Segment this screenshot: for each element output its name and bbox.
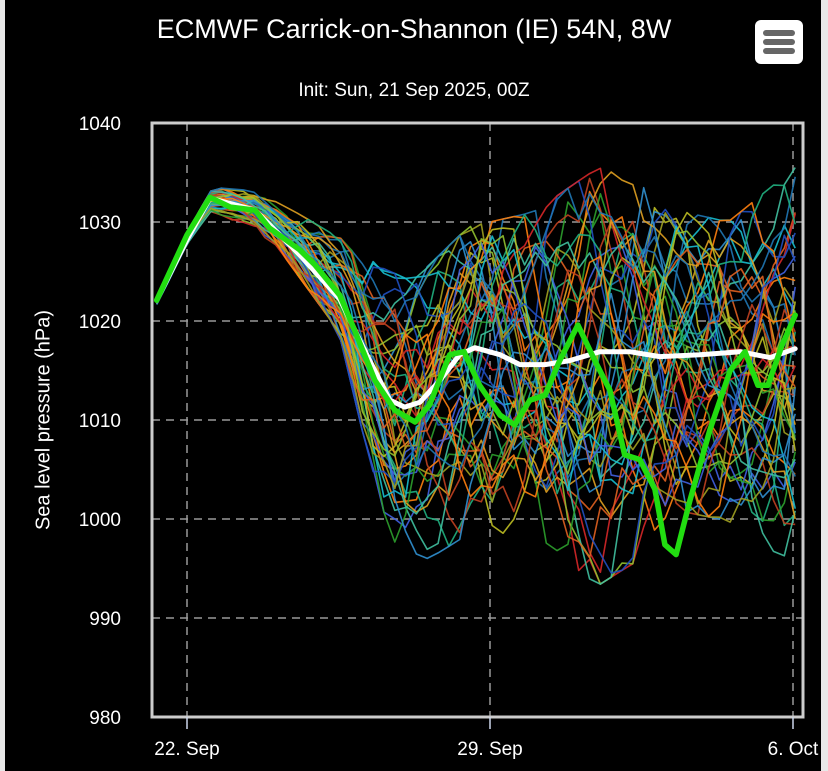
main-series <box>153 194 798 558</box>
x-tick-label: 6. Oct <box>768 739 819 760</box>
chart-title: ECMWF Carrick-on-Shannon (IE) 54N, 8W <box>156 14 672 44</box>
x-tick-label: 29. Sep <box>457 739 523 760</box>
ensemble-member-line <box>155 200 796 520</box>
x-axis-ticks: 22. Sep 29. Sep 6. Oct <box>154 717 819 760</box>
hamburger-menu-icon <box>763 39 795 45</box>
chart-subtitle: Init: Sun, 21 Sep 2025, 00Z <box>298 80 530 101</box>
y-tick-label: 1000 <box>79 510 121 531</box>
y-tick-label: 990 <box>89 609 121 630</box>
ensemble-member-line <box>155 190 796 548</box>
hamburger-menu-icon <box>763 30 795 36</box>
ensemble-member-line <box>155 190 796 515</box>
control-run-line <box>153 194 798 558</box>
plot-border <box>150 121 805 719</box>
y-tick-label: 1010 <box>79 411 121 432</box>
ensemble-member-line <box>155 198 796 506</box>
hamburger-menu-icon <box>763 48 795 54</box>
ensemble-member-line <box>155 171 796 446</box>
ensemble-member-line <box>155 193 796 475</box>
menu-button[interactable] <box>755 20 803 64</box>
y-tick-label: 1030 <box>79 213 121 234</box>
ensemble-member-line <box>155 204 796 421</box>
ensemble-member-line <box>155 187 796 477</box>
y-tick-label: 980 <box>89 708 121 729</box>
x-tick-label: 22. Sep <box>154 739 220 760</box>
y-tick-label: 1020 <box>79 312 121 333</box>
y-tick-label: 1040 <box>79 114 121 135</box>
y-axis-ticks: 980 990 1000 1010 1020 1030 1040 <box>79 114 121 729</box>
